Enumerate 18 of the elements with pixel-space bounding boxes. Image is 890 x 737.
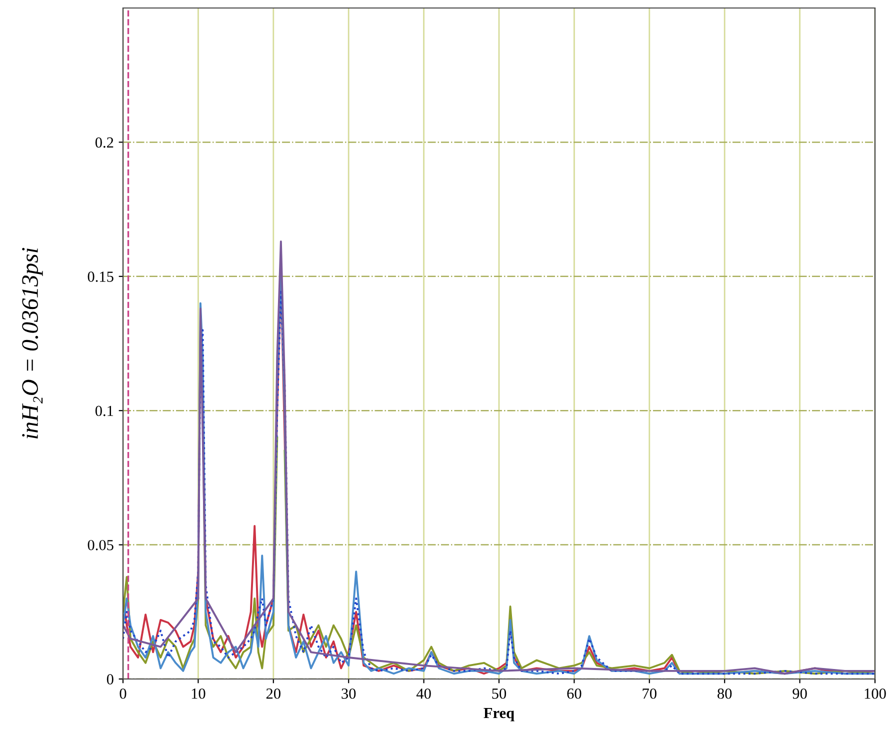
x-tick-label: 50 — [492, 688, 506, 699]
y-axis-title: inH₂O = 0.03613psi — [22, 248, 43, 439]
x-tick-label: 90 — [792, 688, 807, 699]
y-tick-label: 0.15 — [88, 272, 114, 282]
x-tick-label: 60 — [567, 688, 582, 699]
x-tick-label: 80 — [718, 688, 732, 699]
x-tick-label: 10 — [192, 688, 206, 699]
y-tick-label: 0 — [106, 674, 114, 684]
x-tick-label: 30 — [342, 688, 356, 699]
x-axis-title: Freq — [484, 708, 514, 722]
x-tick-label: 20 — [266, 688, 280, 699]
x-tick-label: 100 — [864, 688, 886, 699]
y-tick-label: 0.05 — [88, 540, 114, 550]
x-tick-label: 40 — [416, 688, 431, 699]
y-tick-label: 0.2 — [95, 137, 114, 148]
x-tick-label: 0 — [120, 688, 126, 699]
x-tick-label: 70 — [642, 688, 656, 699]
y-tick-label: 0.1 — [95, 406, 114, 416]
